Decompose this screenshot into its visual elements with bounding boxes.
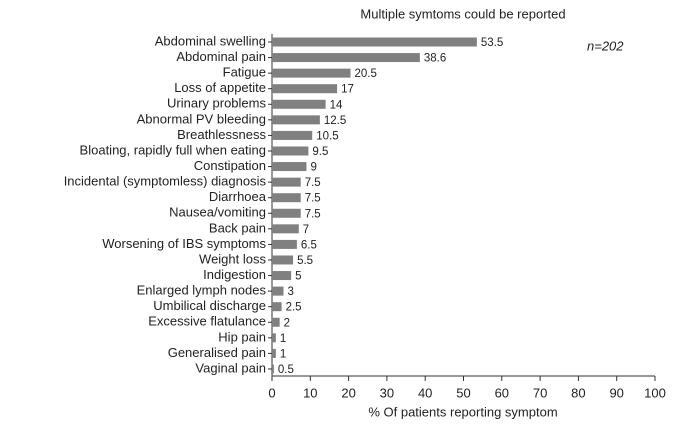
x-tick-label: 10 <box>303 385 317 400</box>
value-label: 17 <box>341 84 354 96</box>
x-tick-label: 20 <box>341 385 355 400</box>
value-label: 53.5 <box>481 37 503 49</box>
y-tick-label: Nausea/vomiting <box>169 205 266 220</box>
bar <box>272 68 351 78</box>
bar <box>272 99 326 109</box>
bar <box>272 317 280 327</box>
y-tick-label: Vaginal pain <box>195 360 266 375</box>
bar <box>272 162 307 172</box>
value-label: 7.5 <box>305 193 321 205</box>
x-tick-label: 100 <box>644 385 666 400</box>
value-label: 3 <box>287 286 293 298</box>
x-tick-label: 50 <box>456 385 470 400</box>
value-label: 7 <box>303 224 309 236</box>
x-axis-label: % Of patients reporting symptom <box>368 404 557 419</box>
bar <box>272 364 274 374</box>
y-tick-label: Hip pain <box>218 329 266 344</box>
value-label: 7.5 <box>305 208 321 220</box>
value-label: 2 <box>284 317 290 329</box>
bar <box>272 84 338 94</box>
x-tick-label: 30 <box>380 385 394 400</box>
y-tick-label: Constipation <box>194 158 266 173</box>
value-label: 9.5 <box>312 146 328 158</box>
x-tick-label: 90 <box>609 385 623 400</box>
y-tick-label: Loss of appetite <box>174 80 266 95</box>
value-label: 1 <box>280 333 286 345</box>
y-tick-label: Umbilical discharge <box>153 298 266 313</box>
value-label: 12.5 <box>324 115 346 127</box>
y-tick-label: Excessive flatulance <box>148 314 266 329</box>
bar <box>272 115 320 125</box>
bar <box>272 286 284 296</box>
y-tick-label: Worsening of IBS symptoms <box>102 236 266 251</box>
y-tick-label: Diarrhoea <box>209 189 267 204</box>
x-tick-label: 0 <box>268 385 275 400</box>
value-label: 6.5 <box>301 239 317 251</box>
value-label: 10.5 <box>316 130 338 142</box>
y-tick-label: Urinary problems <box>167 96 266 111</box>
x-tick-label: 80 <box>571 385 585 400</box>
bar <box>272 146 309 156</box>
bar <box>272 239 297 249</box>
x-tick-label: 60 <box>495 385 509 400</box>
value-label: 14 <box>330 99 343 111</box>
value-label: 5.5 <box>297 255 313 267</box>
bar <box>272 333 276 343</box>
y-tick-label: Incidental (symptomless) diagnosis <box>64 174 267 189</box>
value-label: 20.5 <box>355 68 377 80</box>
value-label: 7.5 <box>305 177 321 189</box>
bar <box>272 177 301 187</box>
bar <box>272 271 292 281</box>
y-tick-label: Bloating, rapidly full when eating <box>80 142 266 157</box>
value-label: 38.6 <box>424 53 446 65</box>
value-label: 0.5 <box>278 364 294 376</box>
y-tick-label: Back pain <box>209 220 266 235</box>
y-tick-label: Breathlessness <box>177 127 266 142</box>
bar <box>272 37 477 47</box>
bar <box>272 302 282 312</box>
chart-title: Multiple symtoms could be reported <box>360 6 565 21</box>
value-label: 1 <box>280 348 286 360</box>
bar <box>272 193 301 203</box>
x-tick-label: 70 <box>533 385 547 400</box>
bar <box>272 130 313 140</box>
y-tick-label: Enlarged lymph nodes <box>137 283 267 298</box>
value-label: 9 <box>310 162 316 174</box>
bar <box>272 208 301 218</box>
y-tick-label: Abdominal swelling <box>155 33 266 48</box>
y-tick-label: Abnormal PV bleeding <box>137 111 266 126</box>
y-tick-label: Indigestion <box>203 267 266 282</box>
y-tick-label: Weight loss <box>199 251 266 266</box>
y-tick-label: Fatigue <box>223 65 266 80</box>
value-label: 5 <box>295 271 301 283</box>
bar <box>272 224 299 234</box>
bar <box>272 348 276 358</box>
bar <box>272 255 294 265</box>
bar <box>272 53 420 63</box>
y-tick-label: Abdominal pain <box>176 49 266 64</box>
y-tick-label: Generalised pain <box>168 345 266 360</box>
value-label: 2.5 <box>286 302 302 314</box>
x-tick-label: 40 <box>418 385 432 400</box>
annotation: n=202 <box>587 38 624 53</box>
